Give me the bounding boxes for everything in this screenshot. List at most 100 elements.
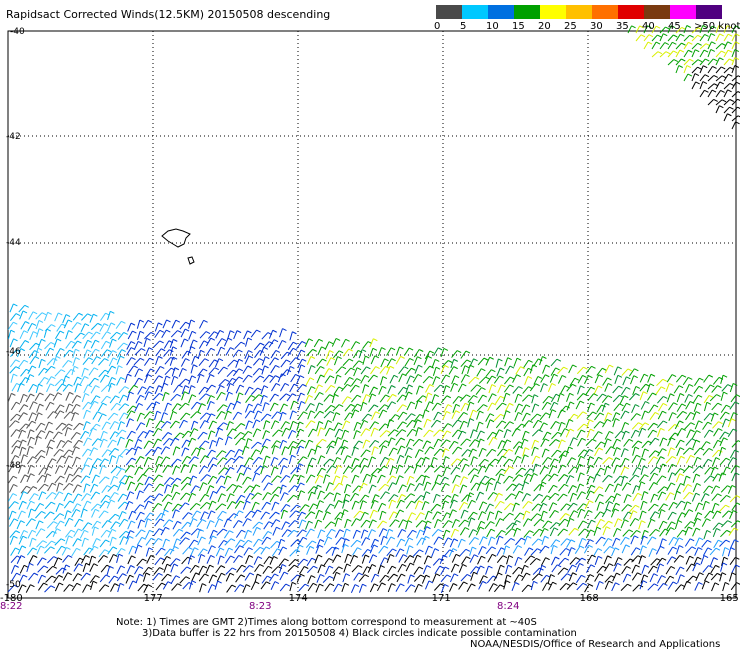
wind-barb xyxy=(504,376,511,385)
wind-barb xyxy=(521,493,528,502)
wind-barb-flag xyxy=(456,350,462,354)
wind-barb-flag xyxy=(229,572,235,576)
wind-barb xyxy=(461,463,466,473)
wind-barb-flag xyxy=(16,413,21,417)
wind-barb xyxy=(676,483,681,492)
wind-barb xyxy=(586,428,591,438)
wind-barb xyxy=(460,438,467,446)
wind-barb-flag xyxy=(266,536,272,540)
wind-barb-flag xyxy=(60,348,65,351)
wind-barb-flag xyxy=(358,572,363,576)
wind-barb-flag xyxy=(533,473,538,476)
wind-barb xyxy=(440,566,446,576)
wind-barb-flag xyxy=(607,382,613,386)
wind-barb xyxy=(613,475,621,484)
wind-barb xyxy=(648,404,655,413)
wind-barb xyxy=(126,418,131,428)
wind-barb xyxy=(396,499,402,509)
wind-barb-flag xyxy=(275,382,281,386)
wind-barb-flag xyxy=(133,384,139,388)
wind-barb xyxy=(593,548,599,557)
wind-barb xyxy=(142,467,150,476)
wind-barb xyxy=(470,384,478,392)
wind-barb xyxy=(116,468,123,477)
wind-barb-flag xyxy=(347,518,352,522)
wind-barb xyxy=(433,347,439,356)
wind-barb xyxy=(344,367,352,376)
wind-barb-flag xyxy=(436,493,441,497)
wind-barb-flag xyxy=(249,572,255,576)
wind-barb-flag xyxy=(300,349,306,353)
wind-barb xyxy=(647,583,655,591)
wind-barb-flag xyxy=(678,385,684,389)
wind-barb-flag xyxy=(158,355,163,359)
wind-barb xyxy=(712,473,719,482)
wind-barb-flag xyxy=(195,485,200,489)
wind-barb xyxy=(55,348,61,357)
wind-barb-flag xyxy=(581,437,586,441)
wind-barb-flag xyxy=(605,402,610,406)
wind-barb-flag xyxy=(212,535,217,539)
wind-barb-flag xyxy=(140,511,145,515)
wind-barb-flag xyxy=(640,34,646,38)
wind-barb-flag xyxy=(51,575,57,579)
wind-barb xyxy=(18,501,23,510)
wind-barb xyxy=(379,575,386,583)
wind-barb xyxy=(187,438,193,447)
wind-barb-flag xyxy=(579,463,584,467)
time-label: 8:22 xyxy=(0,601,23,612)
wind-barb-flag xyxy=(13,584,19,588)
wind-barb xyxy=(405,500,412,509)
wind-barb-flag xyxy=(538,538,543,542)
wind-barb-flag xyxy=(462,484,468,488)
wind-barb-flag xyxy=(557,431,562,435)
wind-barb xyxy=(233,330,238,340)
wind-barb xyxy=(134,504,141,512)
wind-barb-flag xyxy=(290,365,295,369)
wind-barb-flag xyxy=(726,404,731,408)
wind-barb xyxy=(730,582,737,591)
wind-barb-flag xyxy=(12,510,17,514)
wind-barb xyxy=(699,65,704,74)
wind-barb xyxy=(731,91,739,98)
wind-barb-flag xyxy=(687,483,692,487)
wind-barb xyxy=(710,466,715,476)
wind-barb-flag xyxy=(137,438,143,442)
wind-barb-flag xyxy=(643,535,648,539)
wind-barb xyxy=(585,386,592,395)
wind-barb xyxy=(245,395,252,403)
wind-barb-flag xyxy=(238,349,243,353)
wind-barb xyxy=(297,558,305,567)
wind-barb xyxy=(531,403,536,413)
wind-barb-flag xyxy=(138,466,144,470)
wind-barb xyxy=(351,518,357,527)
wind-barb xyxy=(181,430,189,439)
wind-barb xyxy=(215,547,221,557)
wind-barb-flag xyxy=(492,436,498,440)
wind-barb xyxy=(90,331,97,340)
wind-barb-flag xyxy=(51,324,56,328)
wind-barb-flag xyxy=(78,467,83,471)
wind-barb xyxy=(306,565,314,574)
wind-barb xyxy=(26,563,30,573)
wind-barb xyxy=(83,483,87,493)
wind-barb xyxy=(415,529,421,539)
wind-barb-flag xyxy=(469,492,475,496)
wind-barb-flag xyxy=(51,458,57,462)
wind-barb-flag xyxy=(328,558,333,561)
wind-barb-flag xyxy=(608,457,614,460)
wind-barb-flag xyxy=(30,429,35,433)
wind-barb-flag xyxy=(259,342,265,346)
wind-barb xyxy=(332,412,337,422)
wind-barb-flag xyxy=(446,430,452,434)
wind-barb-flag xyxy=(591,519,596,523)
wind-barb xyxy=(424,350,431,360)
wind-barb xyxy=(341,430,346,439)
wind-barb xyxy=(667,546,674,555)
wind-barb-flag xyxy=(274,501,280,505)
wind-barb xyxy=(567,564,573,573)
wind-barb-flag xyxy=(716,528,721,531)
wind-barb-flag xyxy=(85,464,90,468)
wind-barb xyxy=(109,536,113,546)
wind-barb-flag xyxy=(15,366,21,370)
